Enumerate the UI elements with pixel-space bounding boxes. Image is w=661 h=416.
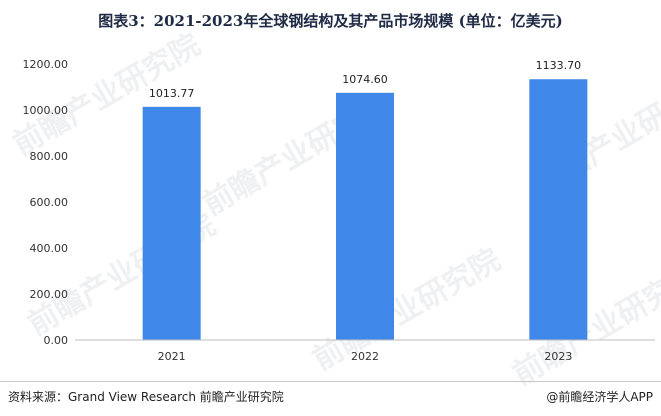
bar bbox=[142, 106, 201, 340]
bars bbox=[142, 79, 588, 341]
bar bbox=[336, 92, 394, 340]
chart-title: 图表3：2021-2023年全球钢结构及其产品市场规模 (单位：亿美元) bbox=[98, 12, 563, 30]
x-axis-tick-labels: 2021 2022 2023 bbox=[158, 350, 573, 363]
y-tick-label: 1000.00 bbox=[23, 104, 69, 117]
bar bbox=[529, 79, 588, 341]
y-tick-label: 200.00 bbox=[30, 288, 69, 301]
credit-note: @前瞻经济学人APP bbox=[546, 390, 653, 404]
x-tick-label: 2021 bbox=[158, 350, 186, 363]
y-tick-label: 0.00 bbox=[44, 334, 69, 347]
bar-chart: 0.00 200.00 400.00 600.00 800.00 1000.00 1200.… bbox=[23, 58, 655, 363]
bar-value-label: 1074.60 bbox=[342, 73, 388, 86]
y-tick-label: 1200.00 bbox=[23, 58, 69, 71]
footer-divider bbox=[0, 381, 661, 382]
y-axis-tick-labels: 0.00 200.00 400.00 600.00 800.00 1000.00 1200.… bbox=[23, 58, 69, 347]
data-labels: 1013.77 1074.60 1133.70 bbox=[149, 59, 581, 100]
y-tick-label: 600.00 bbox=[30, 196, 69, 209]
y-tick-label: 800.00 bbox=[30, 150, 69, 163]
x-tick-label: 2023 bbox=[544, 350, 572, 363]
source-note: 资料来源：Grand View Research 前瞻产业研究院 bbox=[8, 390, 284, 404]
x-tick-label: 2022 bbox=[351, 350, 379, 363]
bar-value-label: 1133.70 bbox=[536, 59, 582, 72]
y-tick-label: 400.00 bbox=[30, 242, 69, 255]
bar-value-label: 1013.77 bbox=[149, 87, 195, 100]
